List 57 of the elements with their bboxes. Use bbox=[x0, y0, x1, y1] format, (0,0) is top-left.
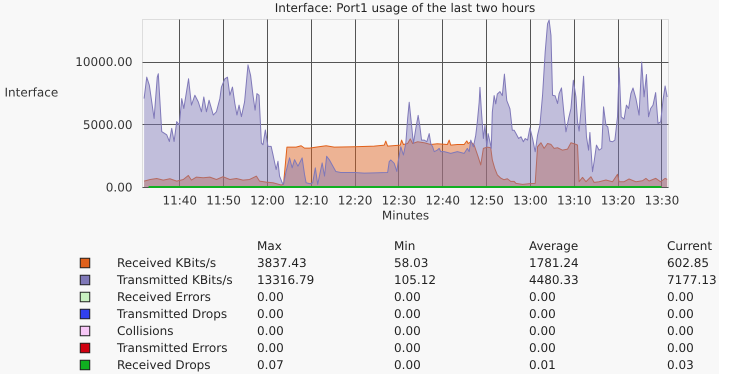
x-tick-label: 13:00 bbox=[513, 194, 548, 208]
x-tick-label: 12:20 bbox=[338, 194, 372, 208]
y-tick-label: 0.00 bbox=[106, 180, 132, 194]
text: 0.03 bbox=[667, 358, 694, 372]
text: 0.00 bbox=[394, 290, 421, 304]
y-tick-label: 10000.00 bbox=[75, 55, 132, 70]
text: 602.85 bbox=[667, 256, 709, 270]
text: 0.00 bbox=[394, 341, 421, 355]
legend-label: Transmitted Errors bbox=[116, 341, 228, 355]
x-tick-label: 12:50 bbox=[469, 194, 504, 208]
text: 0.00 bbox=[667, 324, 694, 338]
x-tick-label: 12:00 bbox=[250, 194, 285, 208]
text: 0.00 bbox=[394, 324, 421, 338]
y-axis-title: Interface bbox=[4, 86, 58, 100]
text: 4480.33 bbox=[529, 273, 579, 287]
x-tick-label: 13:10 bbox=[556, 194, 592, 208]
x-tick-label: 13:30 bbox=[644, 194, 680, 208]
text: 0.00 bbox=[529, 307, 556, 321]
legend-label: Transmitted Drops bbox=[116, 307, 228, 321]
x-tick-label: 11:40 bbox=[162, 194, 198, 208]
legend-label: Transmitted KBits/s bbox=[116, 273, 233, 287]
text: 1781.24 bbox=[529, 256, 579, 270]
chart-title: Interface: Port1 usage of the last two hours bbox=[274, 1, 536, 15]
text: Current bbox=[667, 239, 712, 253]
text: 0.00 bbox=[257, 290, 284, 304]
text: 3837.43 bbox=[257, 256, 307, 270]
text: 0.07 bbox=[257, 358, 284, 372]
text: 0.00 bbox=[257, 324, 284, 338]
x-tick-label: 12:30 bbox=[382, 194, 416, 208]
text: 0.00 bbox=[394, 358, 421, 372]
text: 0.00 bbox=[667, 307, 694, 321]
text: Max bbox=[257, 239, 282, 253]
legend-label: Received KBits/s bbox=[117, 256, 216, 270]
x-axis-title: Minutes bbox=[382, 208, 430, 222]
text: 0.00 bbox=[257, 307, 284, 321]
text: 0.00 bbox=[257, 341, 284, 355]
x-tick-label: 12:40 bbox=[425, 194, 460, 208]
text: 0.00 bbox=[529, 324, 556, 338]
text: Average bbox=[529, 239, 578, 253]
text: 0.00 bbox=[529, 290, 556, 304]
text: Min bbox=[394, 239, 416, 253]
text: 7177.13 bbox=[667, 273, 717, 287]
text: 0.00 bbox=[529, 341, 556, 355]
y-tick-label: 5000.00 bbox=[82, 118, 132, 132]
text: 0.00 bbox=[667, 341, 694, 355]
x-tick-label: 12:10 bbox=[294, 194, 329, 208]
legend-label: Received Errors bbox=[117, 290, 211, 304]
legend-label: Collisions bbox=[117, 324, 174, 338]
text: 13316.79 bbox=[257, 273, 314, 287]
text: 0.00 bbox=[394, 307, 421, 321]
text: 105.12 bbox=[394, 273, 436, 287]
x-tick-label: 11:50 bbox=[206, 194, 241, 208]
text: 0.00 bbox=[667, 290, 694, 304]
legend-label: Received Drops bbox=[117, 358, 211, 372]
text: 0.01 bbox=[529, 358, 556, 372]
text: 58.03 bbox=[394, 256, 428, 270]
x-tick-label: 13:20 bbox=[600, 194, 636, 208]
